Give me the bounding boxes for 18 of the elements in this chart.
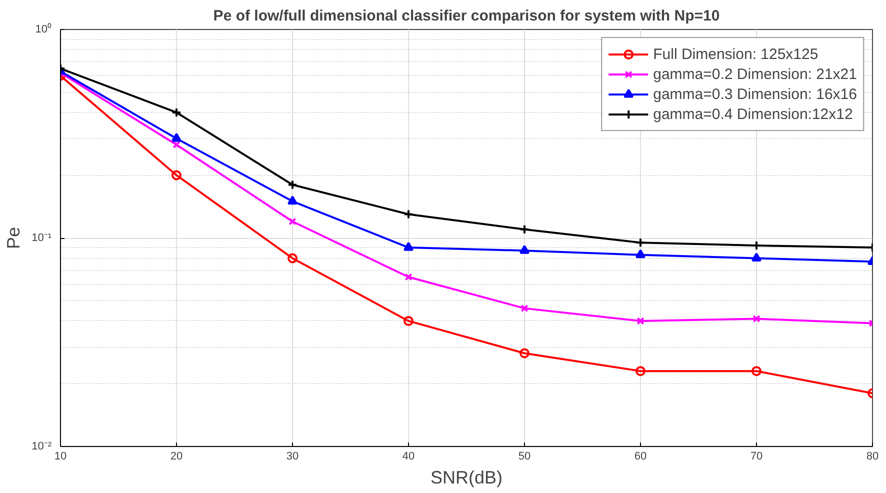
x-tick-label: 20 <box>170 450 183 462</box>
legend-label: Full Dimension: 125x125 <box>653 46 818 62</box>
x-tick-label: 10 <box>54 450 67 462</box>
x-tick-label: 40 <box>402 450 415 462</box>
x-tick-label: 30 <box>286 450 299 462</box>
x-tick-label: 50 <box>518 450 531 462</box>
y-tick-label: 10⁻² <box>32 440 52 452</box>
y-axis-title: Pe <box>4 226 24 250</box>
y-tick-label: 10⁻¹ <box>32 232 52 244</box>
x-tick-label: 70 <box>750 450 763 462</box>
x-tick-label: 60 <box>634 450 647 462</box>
legend-label: gamma=0.4 Dimension:12x12 <box>653 106 853 122</box>
chart-title: Pe of low/full dimensional classifier comparison for system with Np=10 <box>213 8 720 24</box>
legend-label: gamma=0.2 Dimension: 21x21 <box>653 66 857 82</box>
x-axis-title: SNR(dB) <box>430 468 503 488</box>
y-tick-label: 10⁰ <box>35 22 52 36</box>
legend-label: gamma=0.3 Dimension: 16x16 <box>653 86 857 102</box>
x-tick-label: 80 <box>866 450 879 462</box>
